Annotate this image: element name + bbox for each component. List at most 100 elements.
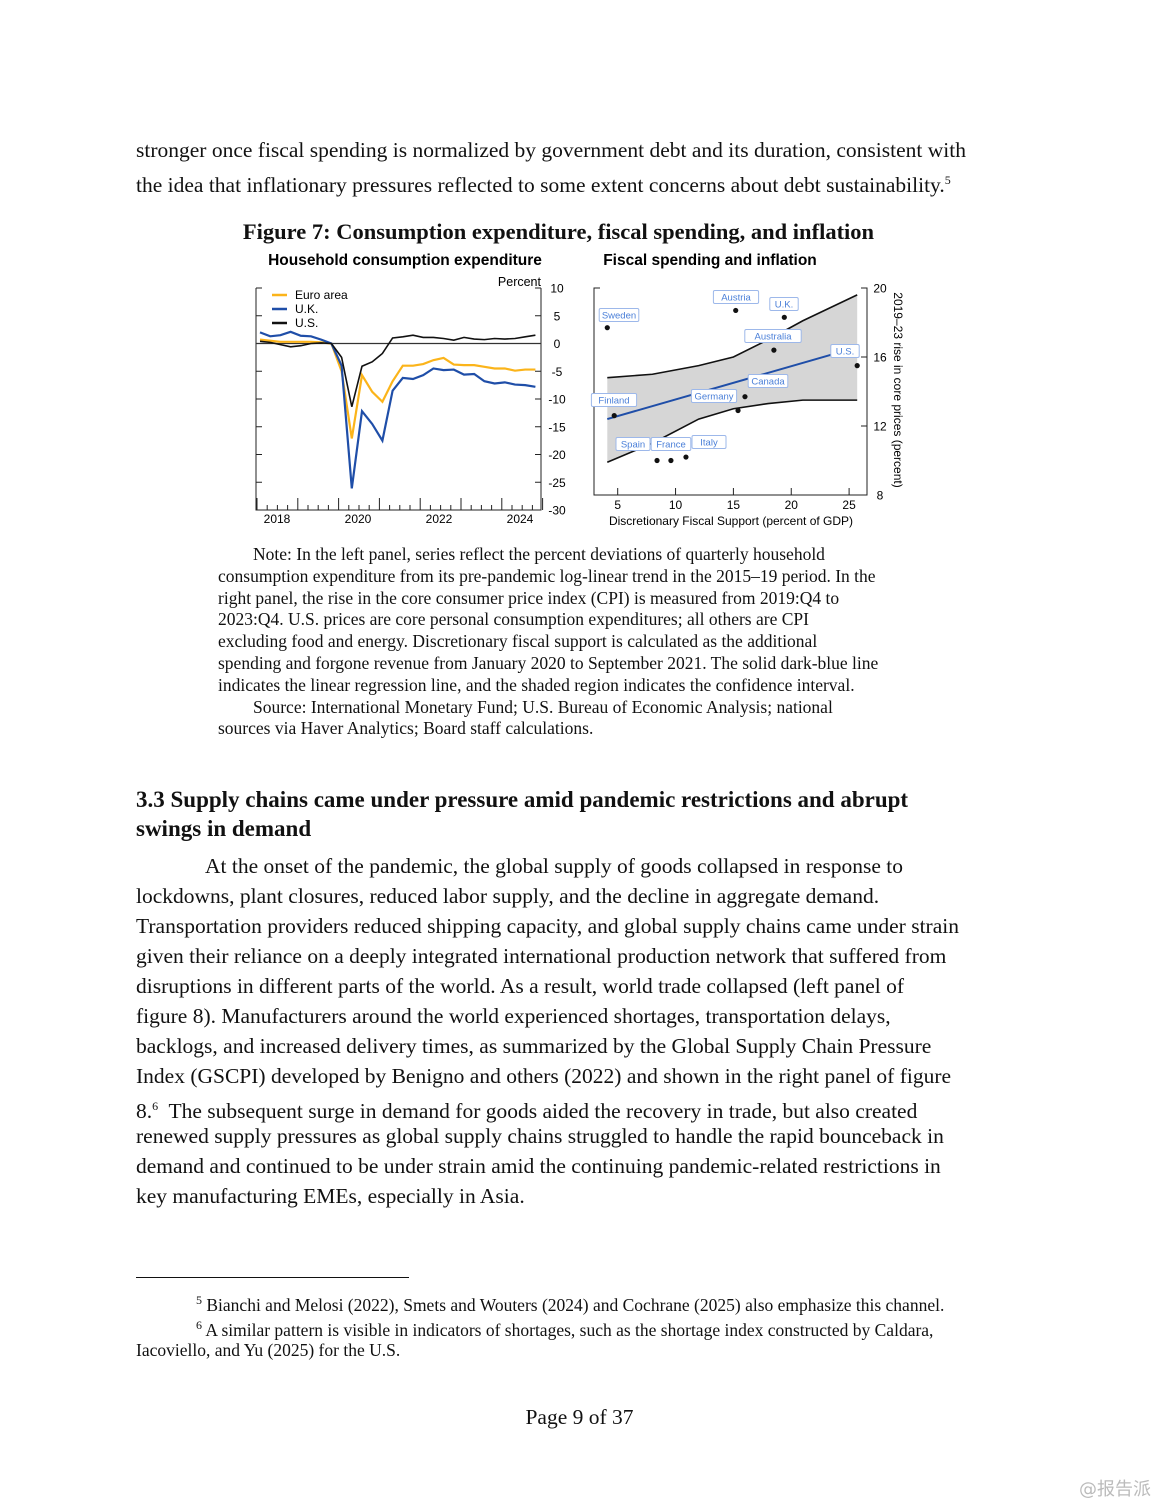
data-point (733, 307, 739, 314)
note-line: indicates the linear regression line, an… (218, 674, 855, 695)
note-line: excluding food and energy. Discretionary… (218, 631, 818, 652)
footnote-mark: 5 (196, 1293, 202, 1307)
body-line: the idea that inflationary pressures ref… (136, 165, 951, 200)
data-point (683, 454, 689, 460)
data-point (611, 413, 617, 419)
note-line: sources via Haver Analytics; Board staff… (218, 718, 594, 739)
series-line-u-s- (259, 334, 536, 407)
data-point (654, 457, 660, 464)
y-axis-label: 2019–23 rise in core prices (percent) (891, 292, 905, 487)
y-tick-label: 12 (873, 420, 887, 434)
point-label-box (691, 435, 727, 449)
y-tick-label: 8 (877, 489, 884, 503)
regression-line (607, 352, 836, 421)
body-line: figure 8). Manufacturers around the worl… (136, 1004, 891, 1028)
body-line: Index (GSCPI) developed by Benigno and o… (136, 1064, 952, 1088)
y-tick-label: 10 (550, 282, 564, 296)
point-label-box (744, 329, 802, 343)
point-label: Australia (755, 332, 793, 343)
data-point (742, 394, 748, 400)
footnote-rule (136, 1277, 409, 1278)
footnote-text: A similar pattern is visible in indicato… (202, 1319, 934, 1340)
note-line: right panel, the rise in the core consum… (218, 587, 840, 608)
legend-label: Euro area (295, 288, 348, 302)
data-point (668, 457, 674, 464)
body-line: At the onset of the pandemic, the global… (205, 854, 904, 878)
point-label: Canada (751, 377, 785, 388)
data-point (604, 325, 610, 331)
y-tick-label: -30 (548, 504, 566, 518)
section-heading: 3.3 Supply chains came under pressure am… (136, 787, 909, 812)
body-line: key manufacturing EMEs, especially in As… (136, 1184, 525, 1208)
point-label-box (712, 290, 760, 304)
legend-label: U.S. (295, 316, 318, 330)
body-text: the idea that inflationary pressures ref… (136, 173, 945, 198)
legend-label: U.K. (295, 302, 318, 316)
x-tick-label: 2024 (507, 512, 534, 526)
point-label: France (656, 440, 686, 451)
y-tick-label: -20 (548, 448, 566, 462)
x-tick-label: 2018 (264, 512, 291, 526)
y-tick-label: 5 (554, 309, 561, 323)
body-text: 8. (136, 1099, 153, 1124)
page-number: Page 9 of 37 (525, 1405, 634, 1429)
body-text: The subsequent surge in demand for goods… (158, 1099, 918, 1124)
point-label: Austria (721, 293, 751, 304)
point-label-box (769, 297, 799, 311)
data-point (781, 314, 787, 320)
x-tick-label: 25 (842, 498, 856, 512)
body-line: disruptions in different parts of the wo… (136, 974, 905, 998)
point-label-box (830, 344, 860, 358)
body-line: Transportation providers reduced shippin… (136, 914, 959, 938)
point-label: Finland (598, 396, 629, 407)
note-line: consumption expenditure from its pre-pan… (218, 565, 876, 586)
body-line: given their reliance on a deeply integra… (136, 944, 947, 968)
note-line: 2023:Q4. U.S. prices are core personal c… (218, 609, 809, 630)
y-tick-label: -5 (552, 365, 563, 379)
body-line: backlogs, and increased delivery times, … (136, 1034, 932, 1058)
y-tick-label: -10 (548, 393, 566, 407)
x-tick-label: 2020 (345, 512, 372, 526)
left-panel-title: Household consumption expenditure (268, 252, 542, 269)
footnote-mark[interactable]: 6 (152, 1099, 159, 1113)
note-line: Source: International Monetary Fund; U.S… (253, 696, 833, 717)
y-tick-label: -25 (548, 476, 566, 490)
point-label: Italy (700, 438, 718, 449)
y-tick-label: -15 (548, 420, 566, 434)
x-tick-label: 20 (785, 498, 799, 512)
band-upper-line (607, 294, 858, 379)
point-label: Spain (621, 440, 645, 451)
series-line-u-k- (259, 330, 536, 489)
footnote-5: 5 Bianchi and Melosi (2022), Smets and W… (196, 1288, 944, 1317)
footnote-6: 6 A similar pattern is visible in indica… (196, 1313, 933, 1342)
data-point (854, 363, 860, 369)
watermark: @报告派 (1079, 1479, 1151, 1500)
x-tick-label: 5 (614, 498, 621, 512)
x-axis-label: Discretionary Fiscal Support (percent of… (609, 514, 853, 528)
note-line: Note: In the left panel, series reflect … (253, 544, 825, 564)
footnote-text: Bianchi and Melosi (2022), Smets and Wou… (202, 1294, 945, 1315)
point-label-box (747, 374, 789, 388)
point-label-box (598, 308, 640, 322)
y-axis-label: Percent (498, 275, 542, 289)
body-line: stronger once fiscal spending is normali… (136, 138, 966, 162)
y-tick-label: 20 (873, 282, 887, 296)
point-label-box (615, 437, 651, 451)
y-tick-label: 0 (554, 337, 561, 351)
x-tick-label: 2022 (426, 512, 453, 526)
point-label: U.K. (775, 300, 793, 311)
point-label-box (690, 389, 738, 403)
body-line: demand and continued to be under strain … (136, 1154, 941, 1178)
figure-title: Figure 7: Consumption expenditure, fisca… (242, 219, 875, 244)
x-tick-label: 15 (727, 498, 741, 512)
body-line: lockdowns, plant closures, reduced labor… (136, 884, 880, 908)
data-point (735, 407, 741, 414)
figure-charts: Household consumption expenditure Percent… (255, 252, 905, 528)
right-panel-title: Fiscal spending and inflation (603, 252, 817, 269)
footnote-mark: 6 (196, 1318, 202, 1332)
y-tick-label: 16 (873, 351, 887, 365)
data-point (771, 347, 777, 353)
body-line: renewed supply pressures as global suppl… (136, 1124, 944, 1148)
footnote-mark[interactable]: 5 (944, 173, 951, 187)
